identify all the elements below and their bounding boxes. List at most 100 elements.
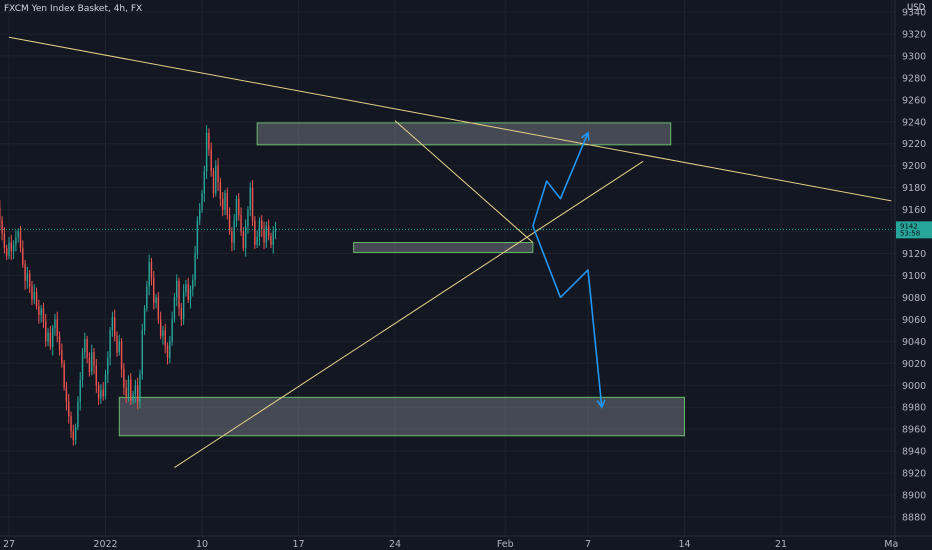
candle-body	[251, 187, 254, 221]
x-tick-label: 17	[292, 539, 304, 550]
candle-body	[8, 242, 10, 256]
candle-body	[166, 345, 169, 358]
candle-body	[226, 193, 228, 216]
x-tick-label: 24	[389, 539, 401, 550]
candle-body	[5, 248, 8, 256]
y-tick-label: 9320	[902, 29, 926, 40]
trendlines	[8, 36, 892, 469]
candle-body	[224, 193, 226, 210]
candle-body	[111, 317, 114, 331]
candle-body	[113, 317, 116, 336]
candle-body	[19, 231, 22, 249]
y-tick-label: 9040	[902, 337, 926, 348]
candle-body	[22, 248, 24, 265]
x-tick-label: 27	[3, 539, 15, 550]
candle-body	[169, 341, 171, 358]
price-unit: USD	[907, 3, 926, 13]
candle-body	[182, 291, 185, 320]
candle-body	[162, 330, 164, 336]
chart-title: FXCM Yen Index Basket, 4h, FX	[4, 4, 142, 14]
ascending-support	[174, 160, 644, 469]
y-tick-label: 9200	[902, 161, 926, 172]
candle-body	[24, 264, 26, 281]
candle-body	[109, 330, 111, 358]
y-tick-label: 9100	[902, 271, 926, 282]
candle-body	[155, 297, 157, 303]
candle-body	[238, 198, 240, 216]
candle-body	[212, 171, 215, 194]
demand-zone	[118, 396, 686, 437]
candle-body	[45, 321, 47, 342]
candle-body	[116, 335, 118, 353]
candle-body	[139, 374, 141, 402]
y-tick-label: 9000	[902, 381, 926, 392]
candle-body	[187, 284, 189, 300]
y-tick-label: 9160	[902, 205, 926, 216]
candle-body	[136, 385, 139, 402]
y-tick-label: 9280	[902, 73, 926, 84]
candle-body	[81, 352, 84, 380]
candle-body	[120, 341, 123, 369]
candle-body	[26, 273, 29, 281]
candle-body	[31, 286, 33, 300]
candle-body	[267, 226, 270, 236]
candle-body	[208, 132, 210, 150]
candle-body	[265, 226, 268, 243]
candle-body	[40, 308, 42, 315]
bearish-path	[532, 225, 603, 408]
candle-body	[148, 262, 150, 287]
candle-body	[153, 277, 155, 303]
candle-body	[146, 286, 148, 309]
resistance-zone	[256, 122, 672, 146]
candle-body	[95, 365, 98, 386]
candle-body	[173, 297, 176, 320]
x-tick-label: 21	[775, 539, 787, 550]
candle-body	[86, 339, 88, 358]
candle-body	[38, 306, 40, 315]
candle-body	[141, 330, 143, 375]
y-tick-label: 8960	[902, 425, 926, 436]
candle-body	[254, 220, 256, 245]
x-tick-label: 14	[678, 539, 690, 550]
candle-body	[157, 297, 160, 320]
candle-body	[185, 284, 187, 292]
candle-body	[261, 220, 263, 230]
candle-body	[93, 352, 95, 366]
candle-body	[0, 207, 1, 221]
candle-body	[10, 242, 13, 252]
candle-body	[242, 231, 245, 249]
y-axis-ticks: 9340 9320 9300 9280 9260 9240 9220 9200 9180 9160…	[902, 8, 926, 524]
y-tick-label: 9240	[902, 117, 926, 128]
candle-body	[65, 387, 68, 402]
candle-body	[3, 233, 6, 249]
bullish-path	[532, 132, 589, 227]
y-tick-label: 8900	[902, 491, 926, 502]
grid	[0, 0, 895, 536]
candle-body	[231, 231, 233, 243]
candle-body	[189, 288, 192, 300]
consolidation-base	[353, 242, 534, 253]
x-tick-label: Feb	[497, 539, 514, 550]
candle-body	[47, 332, 49, 342]
candle-body	[270, 235, 272, 245]
candle-body	[178, 280, 180, 309]
candle-body	[79, 379, 81, 402]
x-tick-label: 7	[585, 539, 591, 550]
y-tick-label: 9020	[902, 359, 926, 370]
candle-body	[84, 339, 86, 353]
candle-body	[201, 193, 203, 210]
candle-body	[205, 132, 208, 172]
y-tick-label: 9120	[902, 249, 926, 260]
candle-body	[235, 198, 238, 221]
candle-body	[143, 308, 146, 331]
zones	[118, 122, 686, 437]
candle-body	[221, 198, 224, 210]
candle-body	[56, 319, 58, 336]
time-axis	[0, 536, 932, 550]
candle-body	[97, 385, 100, 399]
candle-body	[210, 149, 212, 172]
x-tick-label: Ma	[884, 539, 898, 550]
price-badge-value: 9142	[900, 222, 918, 230]
y-tick-label: 8880	[902, 513, 926, 524]
